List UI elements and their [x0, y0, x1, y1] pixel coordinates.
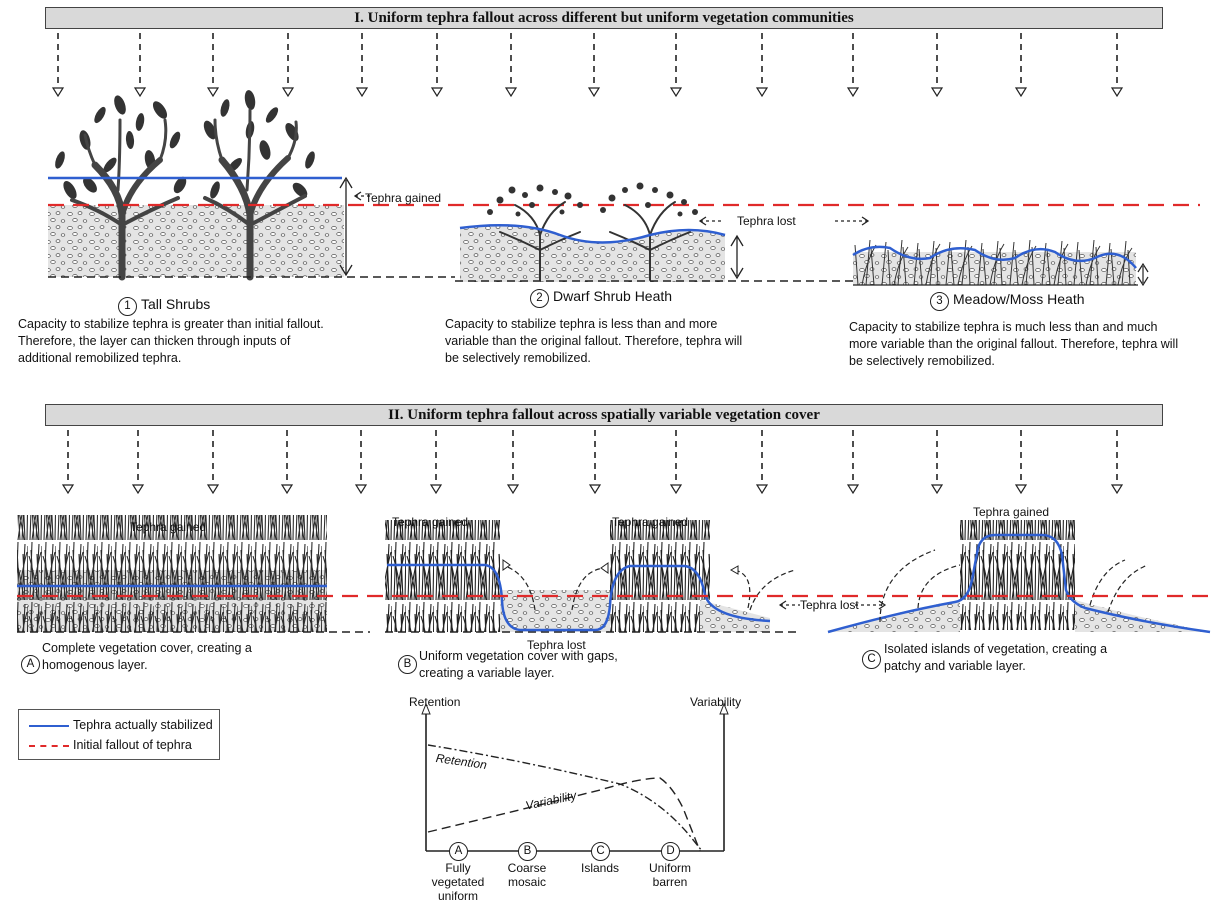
islands-description: Isolated islands of vegetation, creating… [884, 642, 1108, 673]
fallout-arrowheads [51, 87, 1124, 98]
legend: Tephra actually stabilized Initial fallo… [18, 709, 220, 760]
complete-cover-panel [17, 515, 370, 633]
graph-category-c: Islands [580, 861, 620, 875]
legend-swatch-stabilized [29, 725, 69, 727]
tephra-gained-label-a: Tephra gained [130, 520, 207, 534]
tephra-gained-label-c: Tephra gained [973, 505, 1050, 519]
graph-y-right-label: Variability [690, 695, 742, 709]
tephra-lost-label-c: Tephra lost [800, 598, 859, 612]
tephra-lost-label-b: Tephra lost [527, 638, 586, 652]
gaps-panel [385, 520, 800, 633]
section-1-title: I. Uniform tephra fallout across differe… [45, 7, 1163, 29]
fallout-arrows [57, 33, 1118, 88]
tall-shrub-trunks [70, 108, 307, 281]
marker-3: 3 [930, 292, 949, 311]
tall-shrubs-label: Tall Shrubs [141, 296, 211, 312]
graph-marker-c: C [591, 842, 610, 861]
dwarf-shrub-description: Capacity to stabilize tephra is less tha… [445, 317, 743, 365]
tephra-lost-label-2: Tephra lost [737, 214, 796, 228]
tephra-gained-label-1: Tephra gained [365, 191, 442, 205]
dwarf-shrub-panel [455, 182, 870, 282]
legend-label-stabilized: Tephra actually stabilized [73, 718, 213, 732]
retention-curve [427, 744, 703, 852]
meadow-panel [852, 239, 1149, 287]
marker-c: C [862, 650, 881, 669]
graph-marker-d: D [661, 842, 680, 861]
section-1-diagram [48, 33, 1200, 287]
dwarf-shrub-label: Dwarf Shrub Heath [553, 288, 673, 304]
complete-cover-description: Complete vegetation cover, creating a ho… [42, 641, 252, 672]
graph-y-left-label: Retention [409, 695, 461, 709]
islands-panel [827, 520, 1211, 634]
tephra-gained-label-b2: Tephra gained [612, 515, 689, 529]
graph-category-a: Fully vegetated uniform [431, 861, 485, 903]
graph-marker-b: B [518, 842, 537, 861]
section-2-diagram [17, 430, 1212, 634]
graph-marker-a: A [449, 842, 468, 861]
tall-shrubs-description: Capacity to stabilize tephra is greater … [18, 317, 324, 365]
graph-category-d: Uniform barren [648, 861, 691, 889]
meadow-description: Capacity to stabilize tephra is much les… [849, 320, 1179, 368]
gaps-description: Uniform vegetation cover with gaps, crea… [419, 649, 618, 680]
legend-swatch-fallout [29, 745, 69, 747]
marker-2: 2 [530, 289, 549, 308]
fallout-arrows-2 [67, 430, 1118, 485]
graph-category-b: Coarse mosaic [507, 861, 547, 889]
legend-label-fallout: Initial fallout of tephra [73, 738, 192, 752]
marker-a: A [21, 655, 40, 674]
variability-curve [427, 777, 701, 852]
meadow-label: Meadow/Moss Heath [953, 291, 1085, 307]
marker-1: 1 [118, 297, 137, 316]
marker-b: B [398, 655, 417, 674]
tall-shrub-canopy [55, 90, 315, 200]
section-2-title: II. Uniform tephra fallout across spatia… [45, 404, 1163, 426]
tephra-gained-label-b1: Tephra gained [392, 515, 469, 529]
